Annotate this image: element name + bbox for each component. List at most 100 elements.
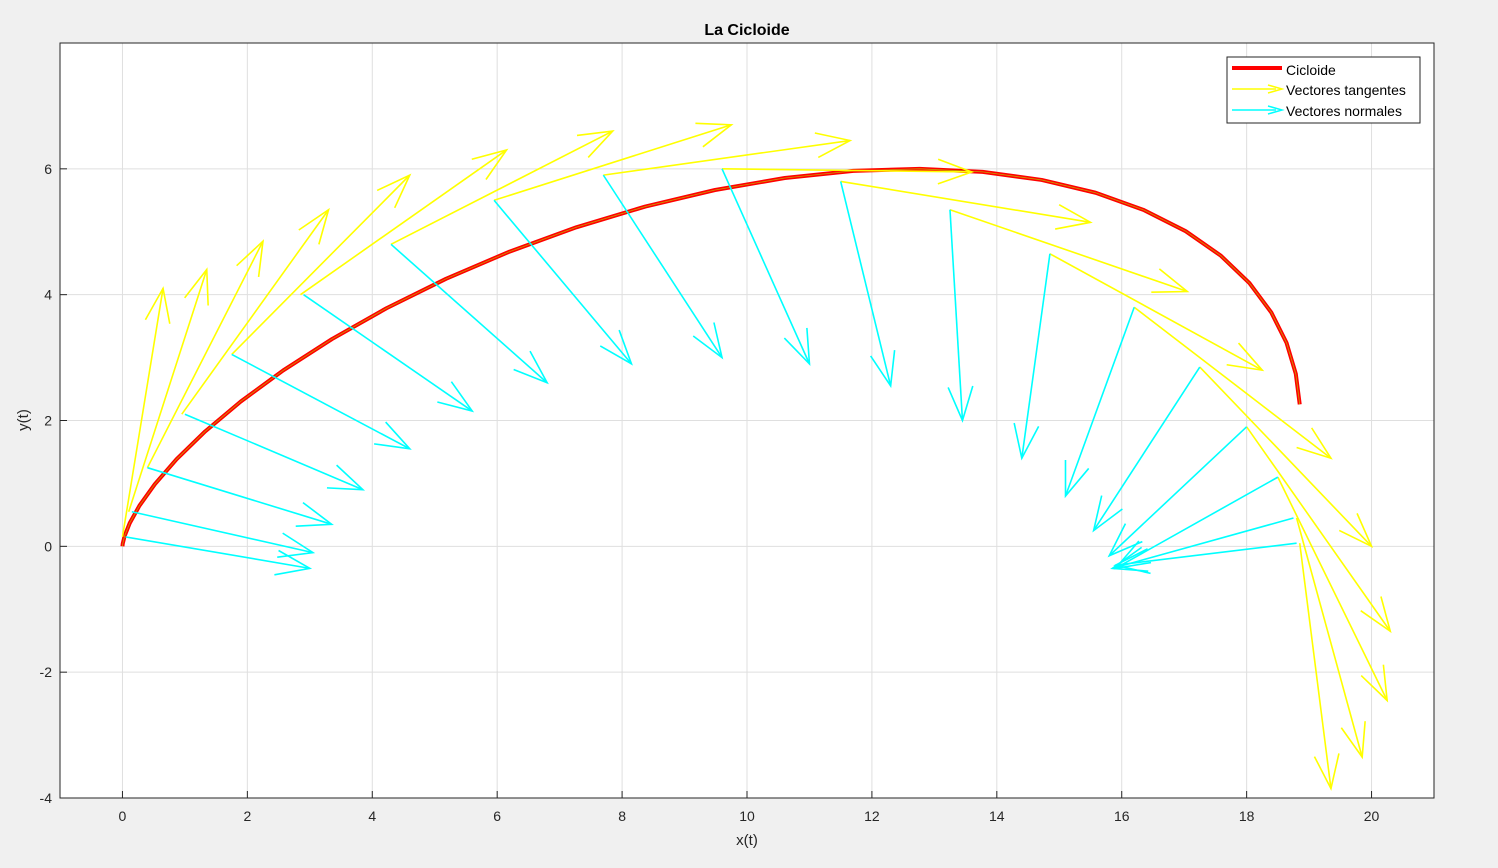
normal-arrow-shaft [390, 243, 548, 384]
normal-arrow-head [326, 464, 366, 491]
normal-arrow-head [295, 501, 334, 527]
normal-arrow-shaft [1115, 542, 1297, 567]
tangent-arrow-head [1226, 342, 1265, 372]
y-tick-label: -2 [40, 664, 53, 680]
normal-arrow [493, 199, 633, 366]
cycloid-series [120, 166, 1302, 547]
y-tick-label: -4 [40, 790, 53, 806]
normal-arrow [390, 243, 549, 385]
tangent-arrow [1049, 253, 1265, 372]
y-tick-label: 4 [44, 287, 52, 303]
x-tick-label: 12 [864, 808, 880, 824]
normal-arrow-shaft [602, 174, 723, 359]
tangent-arrow [1298, 543, 1340, 791]
tangent-arrow-head [576, 130, 615, 159]
tangent-arrow [121, 286, 171, 538]
tangent-arrow-shaft [181, 209, 330, 415]
normal-arrow-head [513, 350, 549, 385]
tangent-arrow-head [1338, 513, 1374, 549]
tangent-arrow-shaft [722, 168, 972, 173]
normal-arrow-head [1107, 523, 1143, 558]
normal-arrow-head [373, 421, 412, 450]
tangent-arrow [390, 130, 615, 246]
normal-arrow-shaft [1021, 253, 1051, 459]
y-axis-label: y(t) [15, 409, 32, 431]
tangent-arrow-head [1151, 268, 1190, 293]
tangent-arrow [840, 180, 1093, 230]
x-tick-label: 8 [618, 808, 626, 824]
tangent-arrow-head [184, 267, 209, 306]
tangent-arrow [949, 208, 1190, 293]
x-tick-label: 16 [1114, 808, 1130, 824]
x-tick-label: 20 [1364, 808, 1380, 824]
tangent-arrow-head [471, 148, 509, 180]
legend: Cicloide Vectores tangentes Vectores nor… [1226, 56, 1421, 124]
legend-label-normales: Vectores normales [1286, 103, 1402, 119]
normal-arrow-head [869, 350, 896, 389]
normal-arrow-shaft [125, 536, 310, 570]
tangent-arrow-head [695, 122, 734, 148]
tangent-arrow-shaft [146, 240, 264, 469]
normal-arrow [947, 209, 974, 423]
tangent-arrow-shaft [949, 208, 1188, 293]
normal-arrow-shaft [949, 209, 964, 421]
x-tick-label: 4 [368, 808, 376, 824]
tangent-arrow-shaft [121, 288, 164, 538]
y-tick-label: 2 [44, 413, 52, 429]
tangent-arrow [127, 267, 209, 512]
normal-arrow [303, 294, 475, 413]
normal-arrow-head [277, 532, 316, 559]
x-tick-label: 18 [1239, 808, 1255, 824]
normal-arrow-head [1013, 422, 1040, 461]
normal-arrow-shaft [839, 181, 892, 387]
tangent-arrow-head [814, 132, 853, 159]
grid [60, 43, 1434, 799]
tangent-arrow-shaft [840, 180, 1091, 224]
normal-arrow-shaft [1115, 476, 1279, 570]
tangent-arrow-head [144, 286, 171, 324]
cycloid-core-line [122, 168, 1301, 547]
normal-arrow [131, 510, 316, 559]
normal-arrow [1013, 253, 1051, 461]
tangent-arrow-shaft [603, 139, 851, 176]
tangent-arrow [146, 239, 265, 469]
tangent-arrow [1245, 426, 1392, 634]
tangent-arrow-shaft [1199, 366, 1373, 547]
normal-arrow [602, 174, 724, 360]
tangent-arrow-head [1054, 203, 1093, 230]
normal-arrow-head [599, 329, 633, 366]
normal-arrow [1092, 366, 1201, 533]
tangent-arrow-head [1360, 596, 1392, 634]
tangent-arrow [1295, 517, 1366, 760]
tangent-arrow [1277, 476, 1389, 703]
tangent-arrow [231, 173, 412, 356]
tangent-arrow-shaft [231, 174, 411, 356]
normal-arrow-shaft [303, 294, 473, 412]
tangent-arrow [603, 132, 853, 176]
normal-arrow-head [783, 327, 811, 367]
normal-arrow-shaft [231, 353, 411, 450]
tangent-arrow [722, 158, 975, 185]
tangent-arrow-shaft [1298, 543, 1332, 789]
tangent-vectors-series [121, 122, 1392, 791]
normal-arrow [839, 181, 896, 389]
normal-arrow-head [437, 381, 475, 413]
legend-label-cicloide: Cicloide [1286, 62, 1336, 78]
tangent-arrow [493, 122, 734, 202]
normal-arrow-head [1064, 459, 1090, 499]
normal-vectors-series [125, 168, 1297, 576]
tangent-arrow-shaft [1049, 253, 1263, 371]
normal-arrow-shaft [147, 466, 332, 526]
x-tick-label: 14 [989, 808, 1005, 824]
normal-arrow [147, 466, 334, 527]
y-tick-label: 0 [44, 538, 52, 554]
tangent-arrow-shaft [1133, 306, 1332, 459]
x-tick-label: 0 [119, 808, 127, 824]
tangent-arrow [181, 207, 330, 415]
normal-arrow-head [692, 322, 724, 360]
normal-arrow-shaft [721, 168, 811, 365]
normal-arrow [721, 168, 811, 367]
tangent-arrow-head [236, 239, 265, 278]
